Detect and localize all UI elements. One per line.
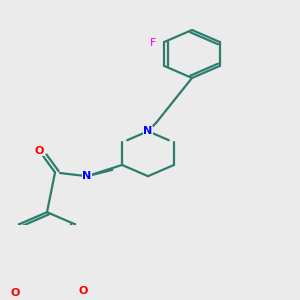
Text: O: O bbox=[10, 288, 20, 298]
Text: O: O bbox=[78, 286, 88, 296]
Text: F: F bbox=[150, 38, 157, 49]
Text: O: O bbox=[34, 146, 44, 156]
Text: N: N bbox=[82, 171, 91, 181]
Text: N: N bbox=[143, 126, 153, 136]
